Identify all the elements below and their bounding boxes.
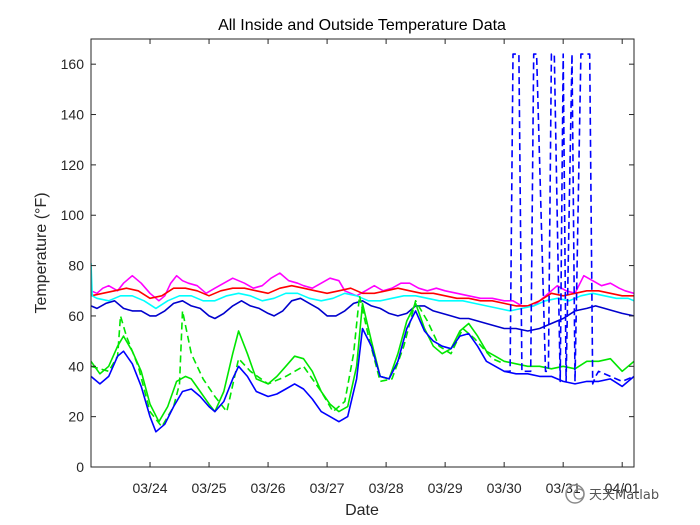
y-tick-label: 60 [68, 308, 84, 324]
y-tick-label: 140 [61, 107, 85, 123]
series-line-4 [91, 302, 634, 423]
x-axis-label: Date [345, 502, 379, 519]
y-tick-label: 80 [68, 258, 84, 274]
series-line-6 [91, 310, 634, 433]
y-axis-label: Temperature (°F) [33, 192, 50, 313]
y-tick-label: 0 [76, 459, 84, 475]
chart-title: All Inside and Outside Temperature Data [218, 17, 506, 34]
series-line-1 [91, 284, 634, 307]
series-line-3 [91, 297, 634, 332]
series-line-5 [91, 294, 505, 428]
series-line-2 [91, 263, 634, 312]
series-layer [91, 53, 634, 433]
watermark: 天天Matlab [565, 484, 659, 504]
x-tick-label: 03/27 [310, 480, 345, 496]
x-tick-label: 03/31 [546, 480, 581, 496]
y-tick-label: 20 [68, 409, 84, 425]
x-tick-label: 03/29 [428, 480, 463, 496]
series-line-7 [504, 53, 634, 385]
x-tick-label: 03/26 [251, 480, 286, 496]
x-tick-label: 03/25 [192, 480, 227, 496]
x-axis-ticks: 03/24 03/25 03/26 03/27 03/28 03/29 03/30 03/31… [132, 39, 640, 496]
x-tick-label: 03/28 [369, 480, 404, 496]
x-tick-label: 03/30 [487, 480, 522, 496]
plot-area [91, 39, 634, 467]
y-tick-label: 120 [61, 157, 85, 173]
watermark-logo-icon-inner [573, 488, 585, 500]
y-tick-label: 160 [61, 56, 85, 72]
y-tick-label: 40 [68, 358, 84, 374]
x-tick-label: 04/01 [605, 480, 640, 496]
y-tick-label: 100 [61, 207, 85, 223]
x-tick-label: 03/24 [132, 480, 167, 496]
axes-box [90, 38, 635, 468]
watermark-text: 天天Matlab [589, 488, 659, 503]
y-axis-ticks: 0 20 40 60 80 100 120 140 160 [61, 56, 634, 475]
